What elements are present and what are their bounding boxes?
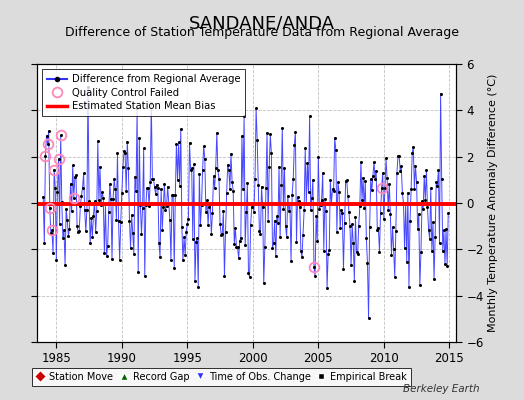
Y-axis label: Monthly Temperature Anomaly Difference (°C): Monthly Temperature Anomaly Difference (…: [488, 74, 498, 332]
Legend: Station Move, Record Gap, Time of Obs. Change, Empirical Break: Station Move, Record Gap, Time of Obs. C…: [31, 368, 411, 386]
Text: Difference of Station Temperature Data from Regional Average: Difference of Station Temperature Data f…: [65, 26, 459, 39]
Text: SANDANE/ANDA: SANDANE/ANDA: [189, 14, 335, 32]
Text: Berkeley Earth: Berkeley Earth: [403, 384, 479, 394]
